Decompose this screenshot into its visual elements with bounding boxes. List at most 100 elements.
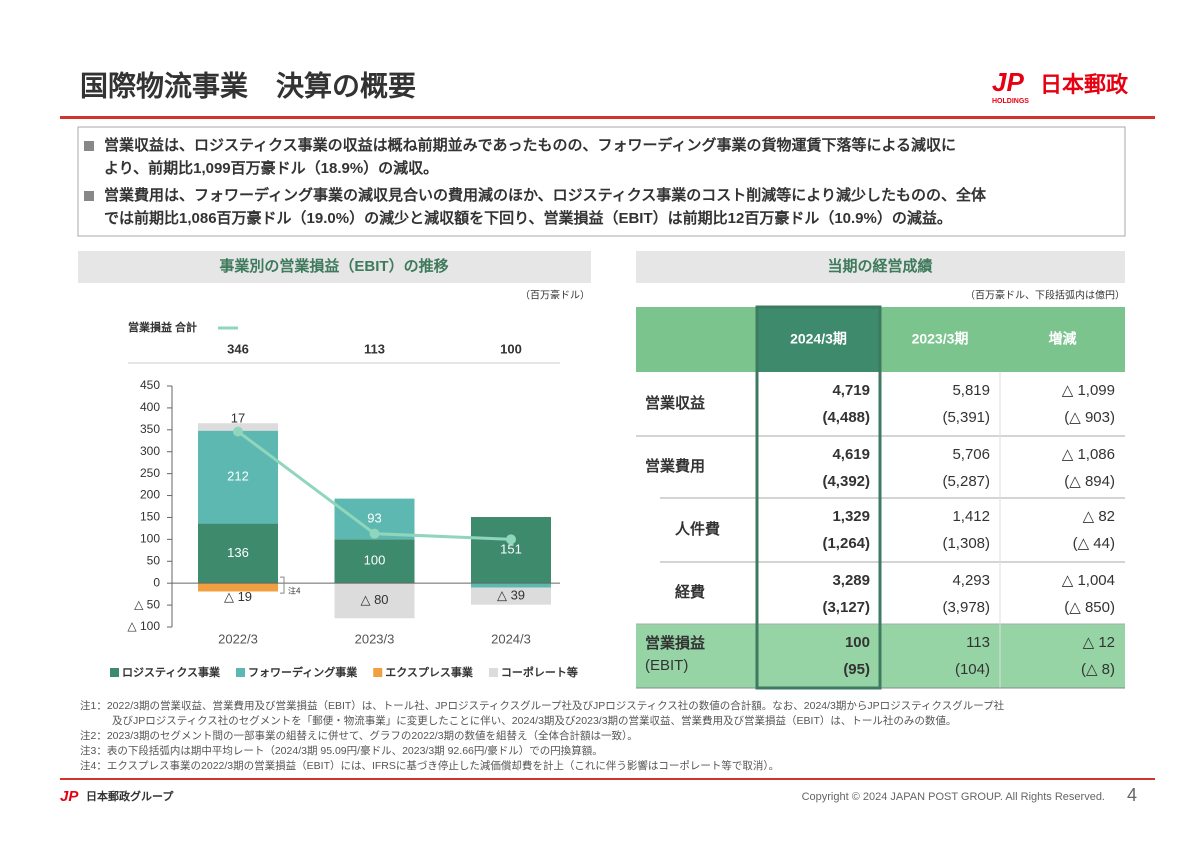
cell-value: 5,706 xyxy=(952,446,990,463)
bar-segment xyxy=(198,430,278,524)
legend-swatch xyxy=(236,668,246,677)
row-label: 経費 xyxy=(675,583,705,601)
footer-logo-mark: JP xyxy=(60,788,79,805)
cell-value: (3,978) xyxy=(942,599,990,616)
cell-value: (4,392) xyxy=(822,473,870,490)
table-unit: （百万豪ドル、下段括弧内は億円） xyxy=(965,289,1125,302)
y-tick-label: 400 xyxy=(140,400,160,414)
cell-value: (3,127) xyxy=(822,599,870,616)
bar-segment xyxy=(334,539,415,584)
line-legend-label: 営業損益 合計 xyxy=(128,320,197,334)
logo-mark: JP xyxy=(992,67,1024,97)
bar-segment xyxy=(198,523,278,584)
bar-segment xyxy=(471,583,551,588)
row-label: 人件費 xyxy=(675,520,720,538)
total-point xyxy=(369,528,380,539)
cell-value: 1,412 xyxy=(952,508,990,525)
table-header-current xyxy=(757,307,880,372)
bar-label: 17 xyxy=(231,411,245,426)
bar-segment xyxy=(334,583,415,619)
cell-value: (△ 850) xyxy=(1064,599,1115,616)
cell-value: △ 1,004 xyxy=(1062,572,1115,589)
note: 注3：表の下段括弧内は期中平均レート（2024/3期 95.09円/豪ドル、20… xyxy=(80,744,603,757)
cell-value: (△ 8) xyxy=(1081,661,1115,678)
legend-label: ロジスティクス事業 xyxy=(122,665,221,679)
legend-swatch xyxy=(110,668,119,677)
right-heading: 当期の経営成績 xyxy=(827,257,932,275)
y-tick-label: 250 xyxy=(140,466,160,480)
legend-label: フォワーディング事業 xyxy=(248,665,358,679)
x-tick-label: 2024/3 xyxy=(491,631,531,646)
legend-swatch xyxy=(373,668,383,677)
cell-value: (△ 44) xyxy=(1073,535,1115,552)
y-tick-label: 450 xyxy=(140,378,160,392)
current-col-frame xyxy=(755,305,882,690)
cell-value: (1,308) xyxy=(942,535,990,552)
bar-segment xyxy=(198,583,278,592)
cell-value: 4,719 xyxy=(832,382,870,399)
y-tick-label: 150 xyxy=(140,510,160,524)
cell-value: (5,287) xyxy=(942,473,990,490)
y-tick-label: △ 100 xyxy=(127,619,160,633)
table-header: 2024/3期 xyxy=(790,331,847,347)
bullet-text: では前期比1,086百万豪ドル（19.0%）の減少と減収額を下回り、営業損益（E… xyxy=(104,209,952,227)
cell-value: 100 xyxy=(845,634,870,651)
cell-value: (5,391) xyxy=(942,409,990,426)
bar-label: △ 19 xyxy=(224,589,252,604)
cell-value: △ 12 xyxy=(1083,634,1115,651)
footer-rule xyxy=(60,778,1155,780)
total-value: 100 xyxy=(500,341,522,356)
row-label: 営業損益 xyxy=(645,634,705,652)
cell-value: 4,619 xyxy=(832,446,870,463)
bullet-box xyxy=(77,126,1126,237)
cell-value: △ 82 xyxy=(1083,508,1115,525)
logo-sub: HOLDINGS xyxy=(992,98,1029,105)
x-tick-label: 2022/3 xyxy=(218,631,258,646)
bullet-text: 営業費用は、フォワーディング事業の減収見合いの費用減のほか、ロジスティクス事業の… xyxy=(104,186,987,204)
y-tick-label: 300 xyxy=(140,444,160,458)
total-point xyxy=(233,426,243,437)
note: 注2：2023/3期のセグメント間の一部事業の組替えに併せて、グラフの2022/… xyxy=(80,729,638,742)
bar-label: 212 xyxy=(227,469,249,484)
row-label: 営業収益 xyxy=(645,394,705,412)
legend-label: エクスプレス事業 xyxy=(385,665,474,679)
annotation: 注4 xyxy=(288,585,301,595)
legend-label: コーポレート等 xyxy=(501,665,578,679)
y-tick-label: 50 xyxy=(147,553,161,567)
cell-value: △ 1,086 xyxy=(1062,446,1115,463)
row-label: (EBIT) xyxy=(645,657,688,674)
note: 注1：2022/3期の営業収益、営業費用及び営業損益（EBIT）は、トール社、J… xyxy=(80,699,1005,712)
legend-swatch xyxy=(488,668,498,677)
note: 及びJPロジスティクス社のセグメントを「郵便・物流事業」に変更したことに伴い、2… xyxy=(112,714,956,727)
bullet-text: 営業収益は、ロジスティクス事業の収益は概ね前期並みであったものの、フォワーディン… xyxy=(104,136,956,154)
footer-logo-text: 日本郵政グループ xyxy=(86,789,174,803)
bar-label: 100 xyxy=(364,553,386,568)
cell-value: △ 1,099 xyxy=(1062,382,1115,399)
y-tick-label: 350 xyxy=(140,422,160,436)
note: 注4：エクスプレス事業の2022/3期の営業損益（EBIT）には、IFRSに基づ… xyxy=(80,759,779,772)
total-value: 346 xyxy=(227,341,249,356)
chart-unit: （百万豪ドル） xyxy=(520,289,590,302)
left-heading: 事業別の営業損益（EBIT）の推移 xyxy=(219,257,448,275)
title: 国際物流事業 決算の概要 xyxy=(80,69,416,101)
page-number: 4 xyxy=(1127,785,1137,805)
total-value: 113 xyxy=(364,341,385,356)
cell-value: (104) xyxy=(955,661,990,678)
cell-value: 3,289 xyxy=(832,572,870,589)
cell-value: (4,488) xyxy=(822,409,870,426)
cell-value: 5,819 xyxy=(952,382,990,399)
y-tick-label: 100 xyxy=(140,532,160,546)
bar-label: 136 xyxy=(227,545,249,560)
bar-label: △ 39 xyxy=(497,588,525,603)
cell-value: 1,329 xyxy=(832,508,870,525)
copyright: Copyright © 2024 JAPAN POST GROUP. All R… xyxy=(802,791,1105,803)
bullet-marker xyxy=(84,191,94,201)
cell-value: (△ 903) xyxy=(1064,409,1115,426)
bar-segment xyxy=(471,517,551,584)
right-heading-bg xyxy=(636,251,1125,283)
table-header: 増減 xyxy=(1049,331,1077,347)
row-label: 営業費用 xyxy=(645,457,705,475)
bullet-text: より、前期比1,099百万豪ドル（18.9%）の減収。 xyxy=(104,159,438,177)
cell-value: 4,293 xyxy=(952,572,990,589)
